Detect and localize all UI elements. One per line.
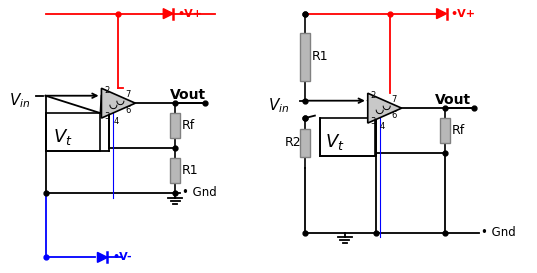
Bar bbox=[440, 118, 449, 143]
Text: 3: 3 bbox=[371, 117, 376, 126]
Bar bbox=[170, 113, 180, 138]
Bar bbox=[46, 113, 100, 151]
Text: Vout: Vout bbox=[434, 93, 471, 107]
Text: •V+: •V+ bbox=[451, 9, 476, 19]
Bar bbox=[300, 33, 310, 81]
Polygon shape bbox=[163, 9, 173, 19]
Text: Rf: Rf bbox=[452, 124, 465, 137]
Text: 6: 6 bbox=[391, 111, 397, 120]
Text: R1: R1 bbox=[312, 51, 329, 63]
Text: 4: 4 bbox=[380, 121, 385, 130]
Text: •V-: •V- bbox=[112, 252, 132, 262]
Text: 2: 2 bbox=[104, 86, 110, 95]
Text: • Gnd: • Gnd bbox=[482, 226, 516, 239]
Text: R1: R1 bbox=[182, 164, 199, 177]
Text: R2: R2 bbox=[285, 136, 302, 149]
Text: 4: 4 bbox=[113, 117, 119, 126]
Polygon shape bbox=[97, 253, 107, 262]
Text: Rf: Rf bbox=[182, 119, 195, 132]
Text: 6: 6 bbox=[125, 106, 130, 115]
Polygon shape bbox=[368, 93, 402, 123]
Bar bbox=[170, 158, 180, 183]
Text: 2: 2 bbox=[371, 91, 376, 100]
Text: 7: 7 bbox=[391, 95, 397, 104]
Text: $V_{in}$: $V_{in}$ bbox=[9, 91, 30, 109]
Text: 3: 3 bbox=[104, 112, 110, 121]
Text: 7: 7 bbox=[125, 90, 130, 99]
Polygon shape bbox=[437, 9, 447, 19]
Bar bbox=[320, 118, 375, 156]
Text: •V+: •V+ bbox=[177, 9, 202, 19]
Text: Vout: Vout bbox=[170, 88, 206, 102]
Text: $V_{in}$: $V_{in}$ bbox=[268, 96, 289, 114]
Text: $V_t$: $V_t$ bbox=[53, 127, 72, 147]
Text: $V_t$: $V_t$ bbox=[325, 132, 345, 152]
Bar bbox=[300, 129, 310, 157]
Text: • Gnd: • Gnd bbox=[182, 186, 217, 199]
Polygon shape bbox=[101, 88, 135, 118]
